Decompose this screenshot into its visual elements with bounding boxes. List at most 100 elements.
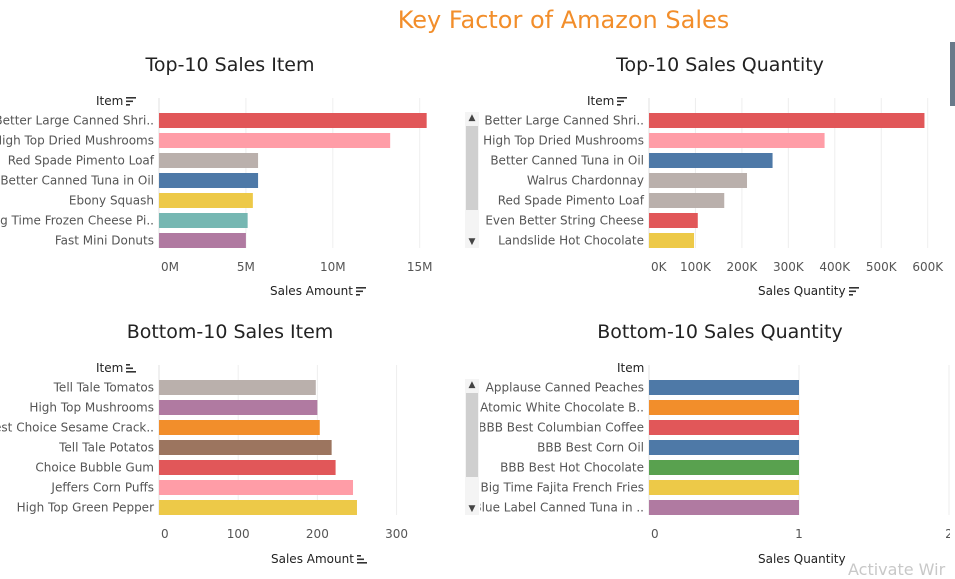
bar (649, 500, 799, 515)
x-tick-label: 5M (237, 260, 255, 274)
x-tick-label: 100 (227, 527, 250, 541)
x-tick-label: 100K (680, 260, 712, 274)
x-axis-title-label: Sales Quantity (758, 552, 846, 566)
category-label: Jeffers Corn Puffs (50, 481, 154, 495)
category-label: Better Large Canned Shri.. (484, 114, 644, 128)
x-tick-label: 600K (912, 260, 944, 274)
x-tick-label: 200 (306, 527, 329, 541)
bar (649, 420, 799, 435)
bar (649, 380, 799, 395)
x-axis-title-label: Sales Amount (271, 552, 354, 566)
category-label: Big Time Fajita French Fries (480, 481, 644, 495)
bottom-sales-quantity-panel: Bottom-10 Sales Quantity Item 0 1 2 Applaus… (480, 321, 950, 575)
bar (159, 153, 258, 168)
x-axis-title: Sales Quantity (758, 552, 846, 566)
bar (159, 480, 353, 495)
bar (159, 440, 332, 455)
scroll-thumb[interactable] (466, 393, 478, 477)
x-tick-label: 500K (866, 260, 898, 274)
bar (159, 380, 316, 395)
bottom-sales-item-panel: Bottom-10 Sales Item Item 0 100 200 300 Tell… (0, 321, 480, 575)
bar (159, 400, 317, 415)
x-tick-label: 300K (773, 260, 805, 274)
chart-plot: 0K 100K 200K 300K 400K 500K 600K Better Large C… (480, 54, 950, 304)
x-tick-label: 10M (320, 260, 346, 274)
category-label: Atomic White Chocolate B.. (480, 401, 644, 415)
x-axis-title: Sales Amount (270, 284, 366, 299)
top-sales-item-panel: Top-10 Sales Item Item 0M 5M 10M 15M Better … (0, 54, 480, 304)
bar (649, 440, 799, 455)
category-label: High Top Mushrooms (29, 401, 154, 415)
category-label: Applause Canned Peaches (486, 381, 644, 395)
category-label: Blue Label Canned Tuna in .. (480, 501, 644, 515)
category-label: Better Large Canned Shri.. (0, 114, 154, 128)
top-sales-quantity-panel: Top-10 Sales Quantity Item 0K 100K 200K 300… (480, 54, 950, 304)
sort-ascending-icon[interactable] (357, 553, 367, 567)
x-tick-label: 300 (385, 527, 408, 541)
bar (159, 233, 246, 248)
x-tick-label: 2 (945, 527, 950, 541)
category-label: Even Better String Cheese (485, 214, 644, 228)
x-tick-label: 15M (407, 260, 433, 274)
bar (649, 460, 799, 475)
category-label: Tell Tale Tomatos (53, 381, 154, 395)
category-label: Big Time Frozen Cheese Pi.. (0, 214, 154, 228)
chart-plot: 0M 5M 10M 15M Better Large Canned Shri.. High… (0, 54, 480, 304)
category-label: High Top Dried Mushrooms (483, 134, 644, 148)
category-label: Choice Bubble Gum (35, 461, 154, 475)
bar (649, 153, 773, 168)
category-label: Fast Mini Donuts (55, 234, 154, 248)
bar (159, 133, 390, 148)
scroll-thumb[interactable] (466, 126, 478, 210)
category-label: Better Canned Tuna in Oil (490, 154, 644, 168)
category-label: Better Canned Tuna in Oil (0, 174, 154, 188)
x-tick-label: 400K (819, 260, 851, 274)
category-label: BBB Best Corn Oil (537, 441, 644, 455)
x-tick-label: 0 (161, 527, 169, 541)
window-edge-bar (950, 42, 955, 106)
bar (649, 193, 724, 208)
bar (649, 173, 747, 188)
chart-plot: 0 1 2 Applause Canned Peaches Atomic White C… (480, 321, 950, 575)
bar (649, 480, 799, 495)
bar (159, 420, 320, 435)
x-tick-label: 200K (727, 260, 759, 274)
bar (649, 400, 799, 415)
bar (159, 193, 253, 208)
x-axis-title: Sales Amount (271, 552, 367, 567)
vertical-scrollbar[interactable]: ▲ ▼ (465, 379, 479, 515)
x-tick-label: 0K (651, 260, 668, 274)
vertical-scrollbar[interactable]: ▲ ▼ (465, 112, 479, 248)
x-tick-label: 1 (795, 527, 803, 541)
bar (159, 113, 427, 128)
sort-descending-icon[interactable] (849, 285, 859, 299)
bar (649, 213, 698, 228)
bar (649, 133, 825, 148)
x-axis-title: Sales Quantity (758, 284, 859, 299)
activation-watermark: Activate Wir (848, 560, 945, 579)
scroll-up-icon[interactable]: ▲ (465, 379, 479, 391)
sort-descending-icon[interactable] (356, 285, 366, 299)
bar (159, 213, 248, 228)
category-label: Tell Tale Potatos (58, 441, 154, 455)
scroll-down-icon[interactable]: ▼ (465, 236, 479, 248)
x-tick-label: 0M (161, 260, 179, 274)
bar (159, 173, 258, 188)
category-label: BBB Best Hot Chocolate (500, 461, 644, 475)
bar (649, 233, 694, 248)
scroll-down-icon[interactable]: ▼ (465, 503, 479, 515)
category-label: Ebony Squash (69, 194, 154, 208)
scroll-up-icon[interactable]: ▲ (465, 112, 479, 124)
bar (159, 460, 336, 475)
category-label: BBB Best Columbian Coffee (480, 421, 644, 435)
chart-plot: 0 100 200 300 Tell Tale Tomatos High Top Mush… (0, 321, 480, 575)
category-label: Red Spade Pimento Loaf (8, 154, 155, 168)
x-tick-label: 0 (651, 527, 659, 541)
bar (159, 500, 357, 515)
category-label: High Top Dried Mushrooms (0, 134, 154, 148)
category-label: High Top Green Pepper (17, 501, 154, 515)
category-label: Red Spade Pimento Loaf (498, 194, 645, 208)
dashboard-title: Key Factor of Amazon Sales (0, 6, 955, 34)
category-label: Landslide Hot Chocolate (498, 234, 644, 248)
category-label: Best Choice Sesame Crack.. (0, 421, 154, 435)
